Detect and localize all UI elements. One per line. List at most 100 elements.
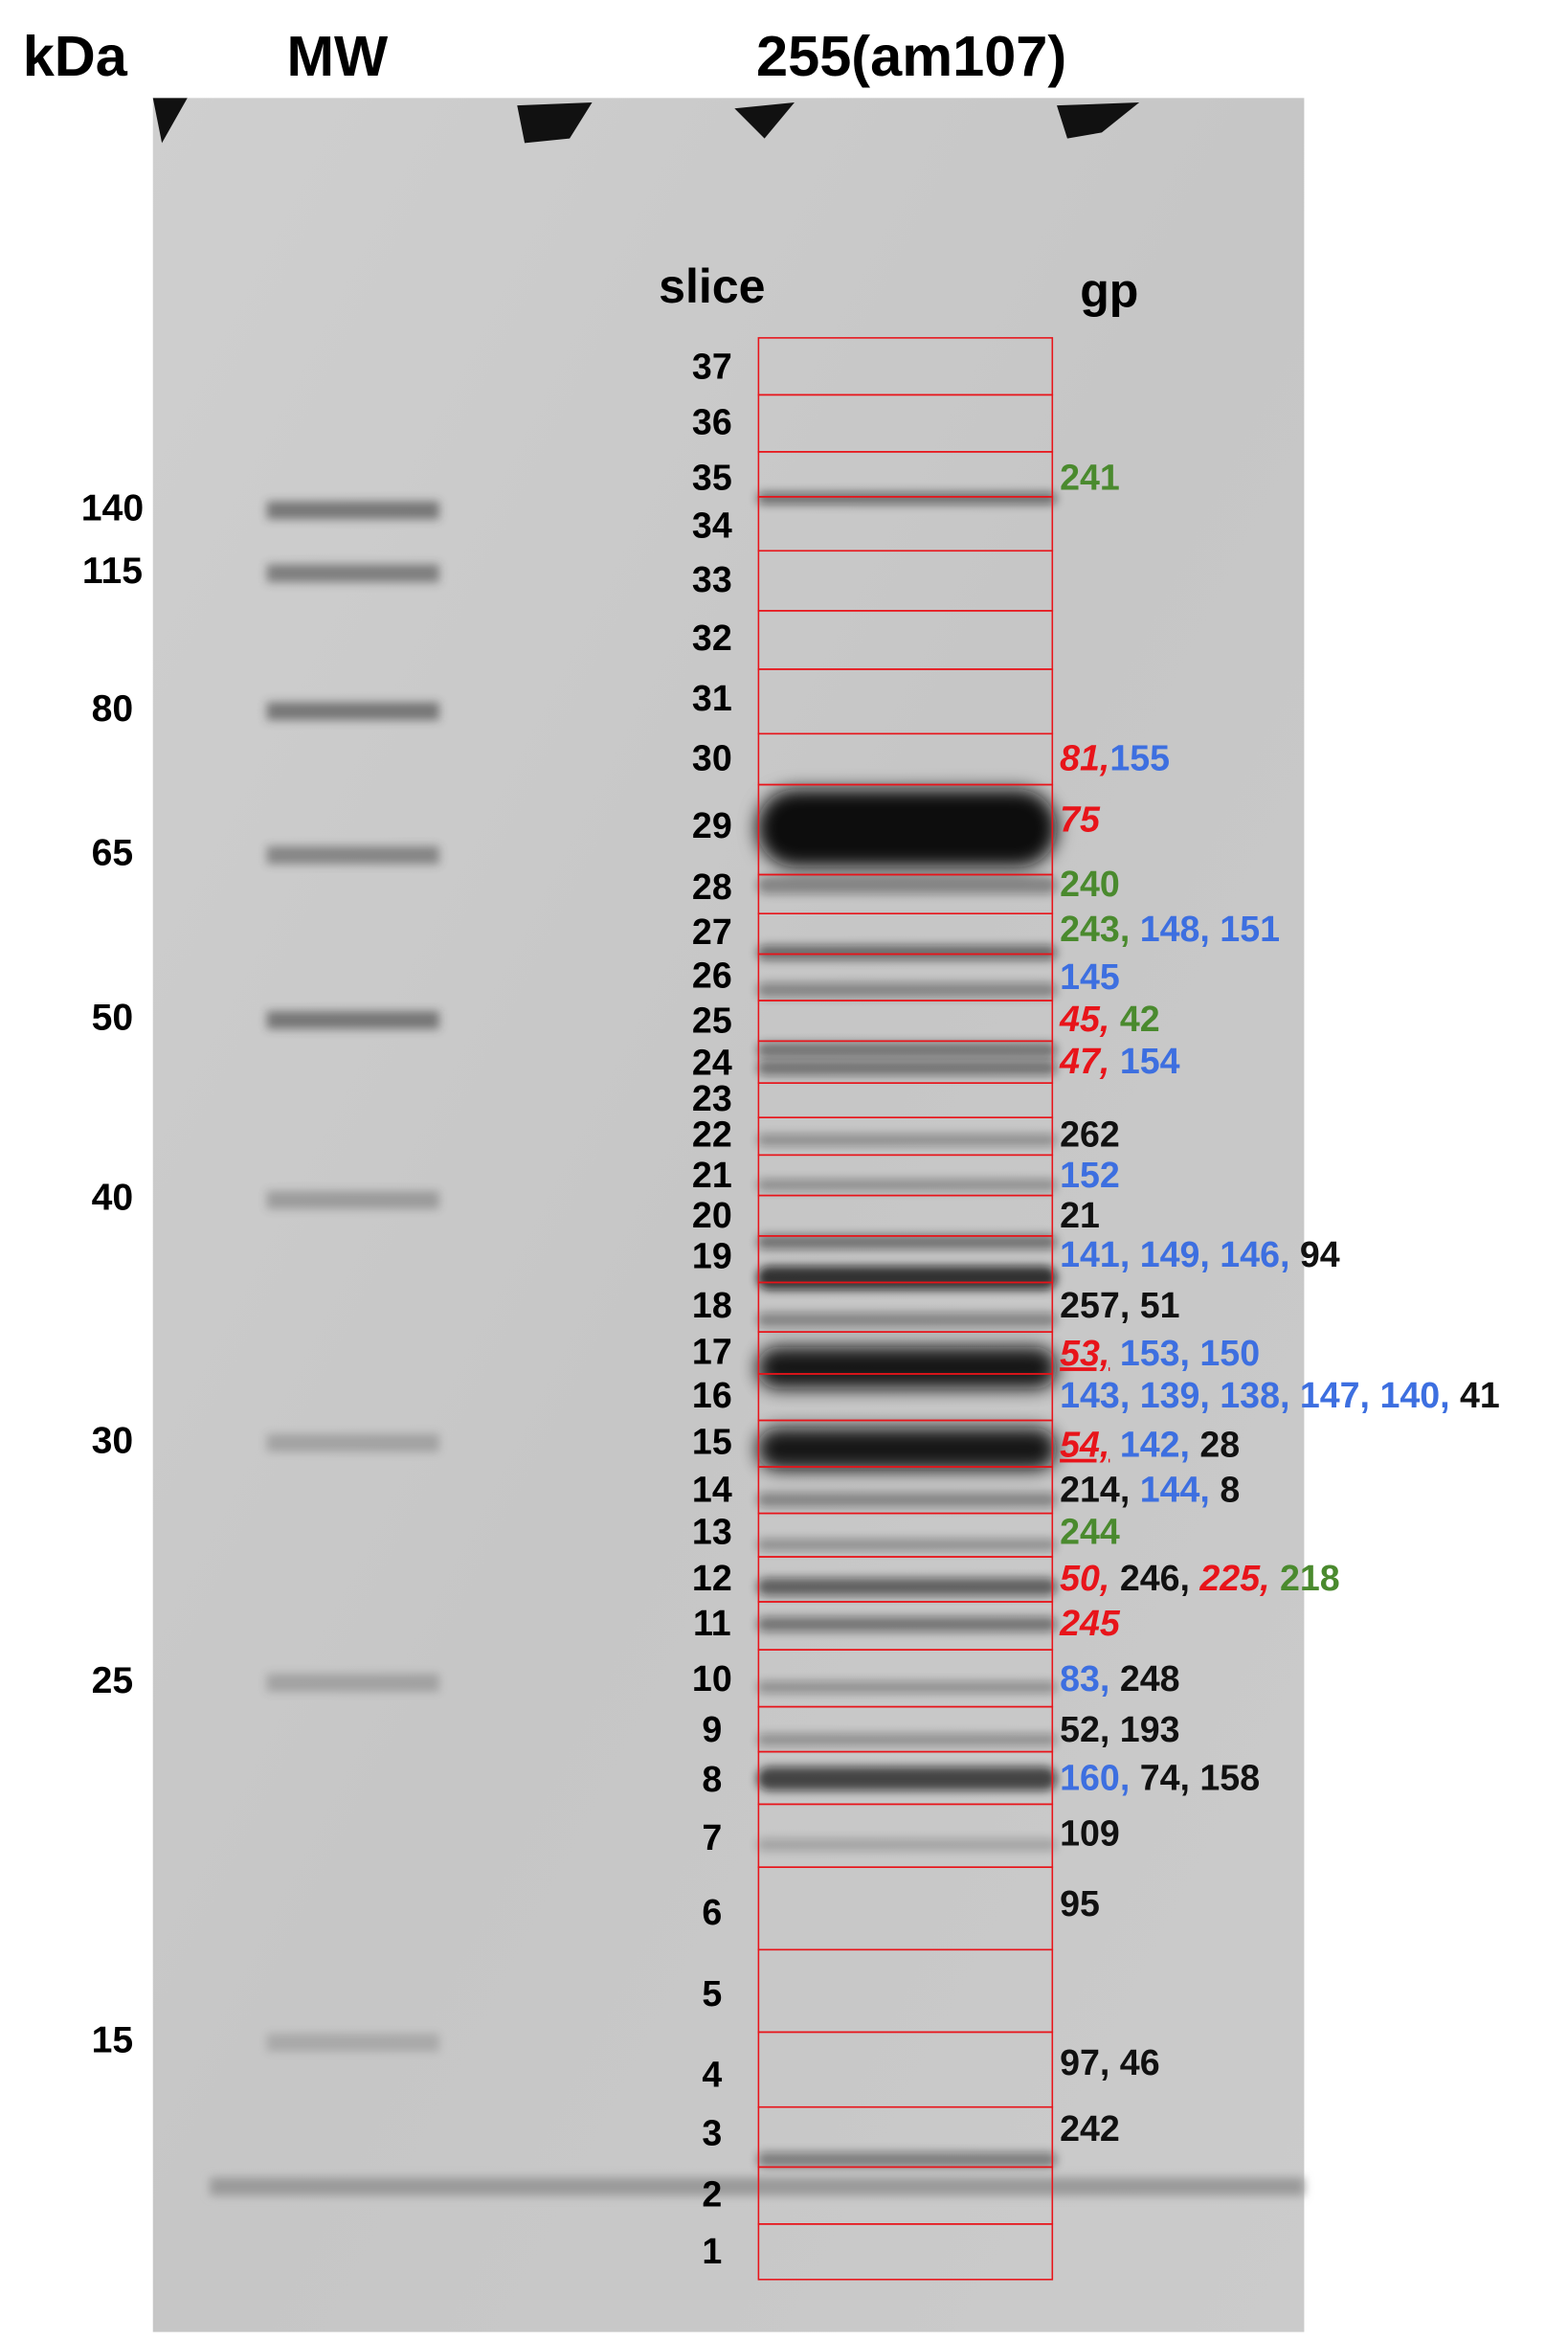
gp-token: 75 — [1060, 799, 1101, 840]
gp-annotation: 47, 154 — [1059, 1041, 1179, 1081]
gp-token: 218 — [1280, 1558, 1340, 1598]
gp-annotation: 141, 149, 146, 94 — [1060, 1234, 1340, 1274]
gp-token: 242 — [1060, 2108, 1120, 2149]
slice-label: 25 — [692, 1000, 732, 1040]
sample-band — [756, 1680, 1058, 1694]
marker-lane-label: MW — [286, 24, 389, 88]
gp-token: 153, 150 — [1109, 1333, 1260, 1373]
gp-token: 95 — [1060, 1883, 1100, 1924]
gp-token: 50, — [1060, 1558, 1120, 1598]
slice-label: 26 — [692, 955, 732, 995]
gp-annotation: 97, 46 — [1060, 2042, 1159, 2082]
sample-band — [756, 1134, 1058, 1146]
sample-band — [756, 1616, 1058, 1632]
sample-band — [756, 1733, 1058, 1746]
gp-token: 245 — [1059, 1603, 1121, 1643]
slice-label: 15 — [692, 1421, 732, 1461]
gp-token: 145 — [1060, 956, 1120, 997]
gp-token: 262 — [1060, 1114, 1120, 1154]
gp-annotation: 95 — [1060, 1883, 1100, 1924]
slice-label: 27 — [692, 911, 732, 952]
slice-label: 31 — [692, 678, 732, 718]
slice-label: 16 — [692, 1375, 732, 1415]
gp-annotation: 50, 246, 225, 218 — [1060, 1558, 1340, 1598]
slice-label: 21 — [692, 1155, 732, 1195]
gp-annotation: 152 — [1060, 1155, 1120, 1195]
gp-annotation: 160, 74, 158 — [1060, 1757, 1260, 1797]
gp-annotation: 83, 248 — [1060, 1658, 1179, 1699]
gp-annotation: 262 — [1060, 1114, 1120, 1154]
gp-annotation: 109 — [1060, 1812, 1120, 1853]
gp-token: 243, — [1060, 909, 1140, 949]
sample-band — [756, 789, 1058, 867]
gp-annotation: 241 — [1060, 458, 1120, 498]
gp-annotation: 242 — [1060, 2108, 1120, 2149]
sample-band — [756, 492, 1058, 505]
marker-label: 50 — [92, 998, 134, 1039]
sample-band — [756, 1766, 1058, 1791]
sample-band — [756, 982, 1058, 998]
sample-lane-label: 255(am107) — [756, 24, 1066, 88]
marker-label: 30 — [92, 1420, 134, 1461]
gp-token: 52, 193 — [1060, 1709, 1179, 1749]
marker-band — [266, 1433, 439, 1452]
slice-label: 10 — [692, 1658, 732, 1699]
slice-label: 13 — [692, 1511, 732, 1551]
slice-label: 20 — [692, 1195, 732, 1235]
marker-label: 65 — [92, 832, 134, 873]
gp-annotation: 143, 139, 138, 147, 140, 41 — [1060, 1375, 1500, 1415]
gp-token: 41 — [1460, 1375, 1500, 1415]
gp-token: 240 — [1060, 864, 1120, 904]
unit-label: kDa — [23, 24, 128, 88]
gp-token: 97, 46 — [1060, 2042, 1159, 2082]
gp-token: 83, — [1060, 1658, 1120, 1699]
marker-label: 40 — [92, 1178, 134, 1219]
slice-box — [757, 2223, 1054, 2281]
slice-label: 30 — [692, 737, 732, 777]
gp-annotation: 244 — [1060, 1511, 1120, 1551]
slice-label: 36 — [692, 402, 732, 442]
gp-annotation: 257, 51 — [1060, 1285, 1179, 1325]
slice-label: 1 — [702, 2231, 722, 2271]
gp-token: 143, 139, 138, 147, 140, — [1060, 1375, 1460, 1415]
slice-label: 4 — [702, 2054, 722, 2094]
slice-label: 6 — [702, 1892, 722, 1932]
gp-token: 244 — [1060, 1511, 1120, 1551]
sample-band — [756, 1060, 1058, 1076]
slice-label: 35 — [692, 458, 732, 498]
marker-band — [266, 1011, 439, 1029]
gp-token: 28 — [1199, 1425, 1240, 1465]
gp-token: 152 — [1060, 1155, 1120, 1195]
sample-band — [756, 1266, 1058, 1291]
slice-label: 17 — [692, 1332, 732, 1372]
gp-token: 53, — [1060, 1333, 1109, 1373]
gp-token: 246, — [1120, 1558, 1200, 1598]
marker-label: 25 — [92, 1660, 134, 1701]
gp-token: 45, — [1059, 999, 1120, 1039]
gp-annotation: 45, 42 — [1059, 999, 1160, 1039]
marker-band — [266, 702, 439, 721]
slice-label: 5 — [702, 1973, 722, 2014]
slice-header: slice — [659, 259, 765, 313]
gp-token: 141, 149, 146, — [1060, 1234, 1300, 1274]
gp-token: 148, 151 — [1140, 909, 1280, 949]
gp-annotation: 21 — [1060, 1195, 1100, 1235]
gp-annotation: 52, 193 — [1060, 1709, 1179, 1749]
bands — [266, 492, 1058, 2168]
gp-token: 160, — [1060, 1757, 1140, 1797]
slice-label: 28 — [692, 866, 732, 907]
sample-band — [756, 1042, 1058, 1058]
gp-token: 154 — [1120, 1041, 1180, 1081]
slice-label: 19 — [692, 1235, 732, 1275]
slice-label: 33 — [692, 559, 732, 599]
slice-label: 34 — [692, 506, 732, 546]
gp-annotation: 75 — [1060, 799, 1101, 840]
sample-band — [756, 2151, 1058, 2168]
gp-token: 225, — [1198, 1558, 1280, 1598]
slice-boxes — [757, 337, 1054, 2281]
gp-token: 74, 158 — [1140, 1757, 1260, 1797]
gp-token: 155 — [1109, 737, 1170, 777]
sample-band — [756, 1312, 1058, 1328]
